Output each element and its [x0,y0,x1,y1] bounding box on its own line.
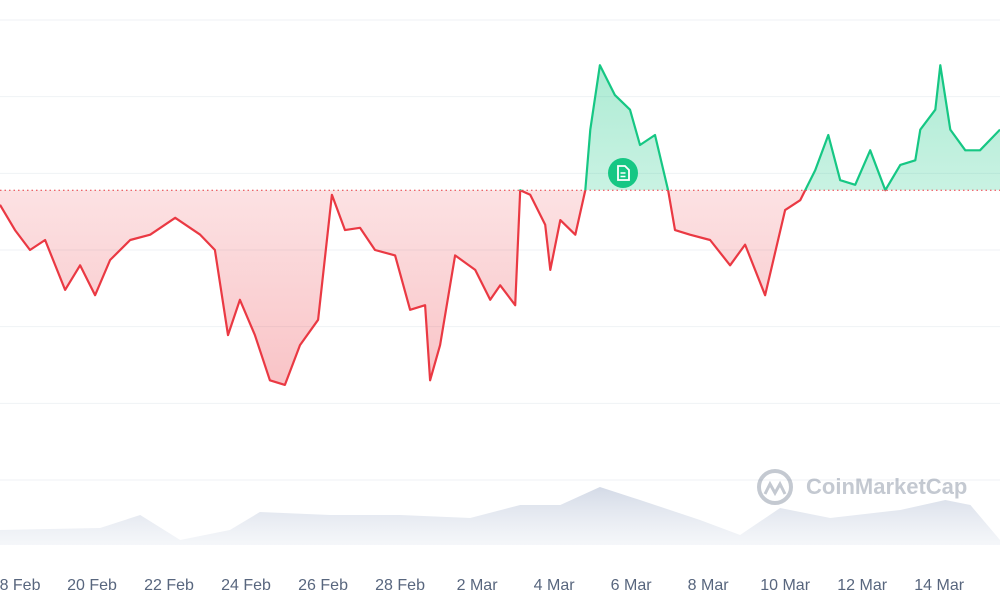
watermark: CoinMarketCap [757,469,967,505]
watermark-text: CoinMarketCap [806,474,967,499]
price-line-up [519,64,1000,191]
volume-area [0,487,1000,545]
price-line-down [0,190,887,386]
x-tick-label: 8 Feb [0,577,41,594]
x-tick-label: 26 Feb [298,577,348,594]
x-tick-label: 22 Feb [144,577,194,594]
x-tick-label: 8 Mar [688,577,730,594]
x-tick-label: 2 Mar [457,577,499,594]
doc-icon [617,165,630,181]
x-tick-label: 14 Mar [914,577,964,594]
x-tick-label: 28 Feb [375,577,425,594]
x-tick-label: 6 Mar [611,577,653,594]
watermark-logo [757,469,793,505]
x-tick-label: 4 Mar [534,577,576,594]
area-down [0,190,1000,385]
doc-lines [620,172,626,178]
x-tick-label: 20 Feb [67,577,117,594]
note-badge[interactable] [608,158,638,188]
watermark-logo-m [763,480,787,497]
x-tick-label: 24 Feb [221,577,271,594]
x-tick-label: 12 Mar [837,577,887,594]
x-tick-label: 10 Mar [760,577,810,594]
